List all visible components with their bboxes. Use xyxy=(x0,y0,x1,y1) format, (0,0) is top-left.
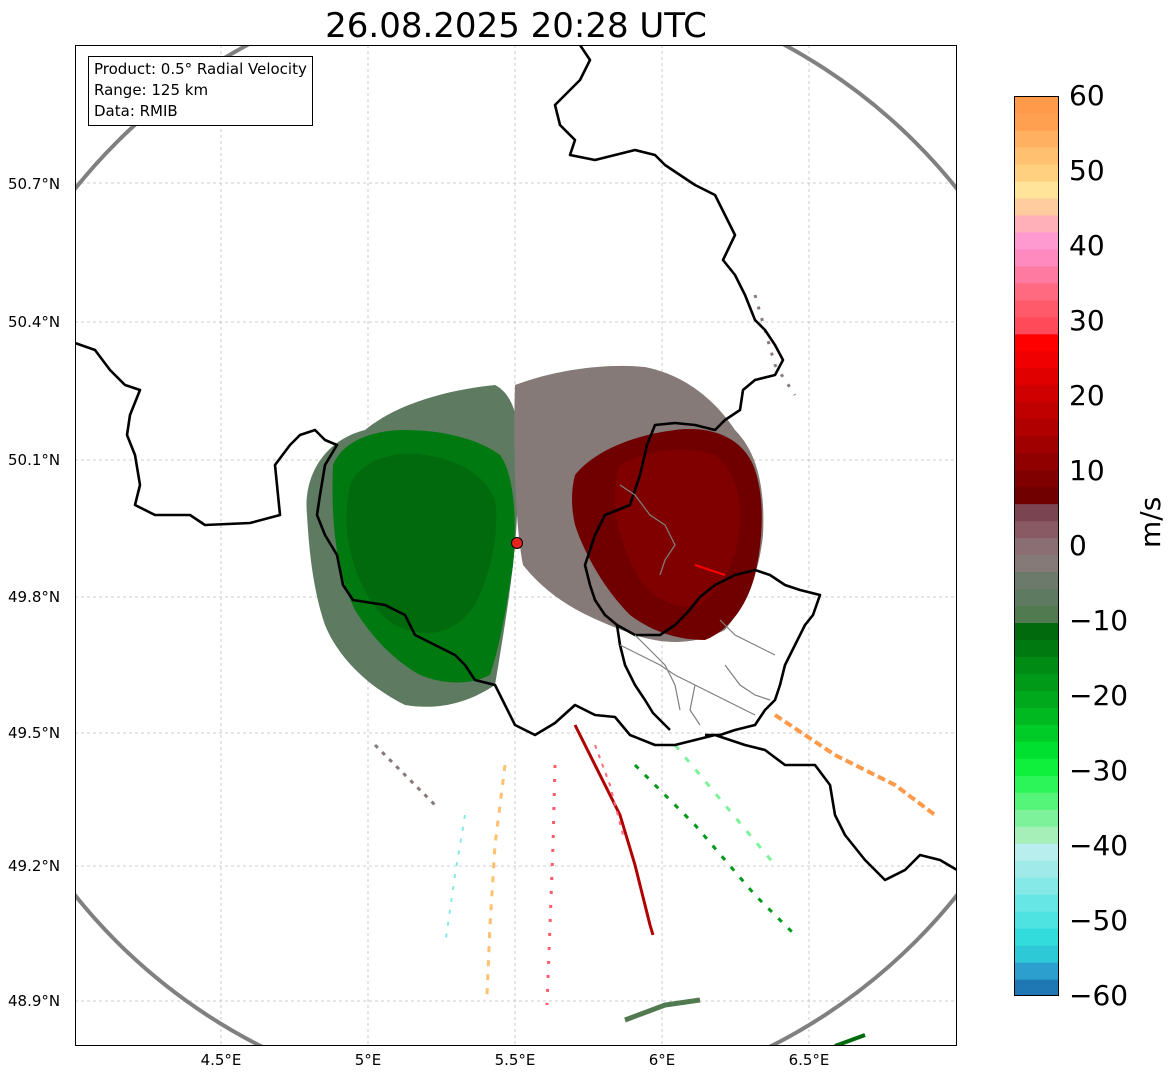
colorbar-segment xyxy=(1014,265,1059,284)
colorbar-segment xyxy=(1014,843,1059,861)
colorbar-segment xyxy=(1014,605,1059,624)
y-tick-label: 49.5°N xyxy=(8,724,61,742)
colorbar-segment xyxy=(1014,588,1059,607)
range-label: Range: 125 km xyxy=(94,81,209,99)
colorbar-segment xyxy=(1014,911,1059,929)
colorbar-segment xyxy=(1014,792,1059,810)
colorbar-segment xyxy=(1014,486,1059,505)
velocity-field xyxy=(306,294,937,1046)
colorbar-segment xyxy=(1014,163,1059,182)
colorbar-segment xyxy=(1014,741,1059,759)
colorbar-segment xyxy=(1014,962,1059,980)
colorbar-segment xyxy=(1014,350,1059,369)
x-tick-label: 4.5°E xyxy=(200,1051,242,1069)
colorbar-segment xyxy=(1014,945,1059,963)
x-tick-label: 5°E xyxy=(354,1051,382,1069)
colorbar-tick-label: 50 xyxy=(1069,154,1105,187)
x-tick-label: 5.5°E xyxy=(494,1051,536,1069)
colorbar-segment xyxy=(1014,146,1059,165)
colorbar-segment xyxy=(1014,775,1059,793)
colorbar-segment xyxy=(1014,384,1059,403)
colorbar-segment xyxy=(1014,231,1059,250)
colorbar-tick-label: −30 xyxy=(1069,754,1129,787)
x-tick-label: 6.5°E xyxy=(788,1051,830,1069)
colorbar-unit-label: m/s xyxy=(1134,496,1167,548)
colorbar-segment xyxy=(1014,316,1059,335)
colorbar-segment xyxy=(1014,452,1059,471)
colorbar-segment xyxy=(1014,299,1059,318)
colorbar-segment xyxy=(1014,367,1059,386)
colorbar-segment xyxy=(1014,520,1059,539)
colorbar-tick-label: 30 xyxy=(1069,304,1105,337)
colorbar-segment xyxy=(1014,622,1059,640)
colorbar-segment xyxy=(1014,724,1059,742)
colorbar-tick-label: 10 xyxy=(1069,454,1105,487)
colorbar-segment xyxy=(1014,96,1059,114)
radar-site-marker xyxy=(511,537,523,549)
colorbar-segment xyxy=(1014,928,1059,946)
colorbar-segment xyxy=(1014,860,1059,878)
colorbar-segment xyxy=(1014,469,1059,488)
colorbar-segment xyxy=(1014,656,1059,674)
colorbar-tick-label: −60 xyxy=(1069,979,1129,1012)
colorbar-segment xyxy=(1014,707,1059,725)
colorbar-segment xyxy=(1014,877,1059,895)
colorbar-segment xyxy=(1014,282,1059,301)
province-borders xyxy=(619,484,776,726)
echo-inbound-green-core xyxy=(346,453,497,634)
colorbar-segment xyxy=(1014,673,1059,691)
colorbar-segment xyxy=(1014,826,1059,844)
velocity-colorbar xyxy=(1014,96,1059,997)
echo-streaks xyxy=(373,294,937,1046)
colorbar-tick-label: −10 xyxy=(1069,604,1129,637)
colorbar-segment xyxy=(1014,894,1059,912)
colorbar-segment xyxy=(1014,571,1059,590)
map-title: 26.08.2025 20:28 UTC xyxy=(325,6,707,46)
y-tick-label: 50.7°N xyxy=(8,175,61,193)
colorbar-segment xyxy=(1014,690,1059,708)
product-label: Product: 0.5° Radial Velocity xyxy=(94,60,307,78)
colorbar-frame xyxy=(1014,96,1059,996)
colorbar-segment xyxy=(1014,248,1059,267)
product-info-box: Product: 0.5° Radial Velocity Range: 125… xyxy=(88,56,313,126)
radar-map xyxy=(75,45,957,1046)
y-tick-label: 50.4°N xyxy=(8,313,61,331)
colorbar-tick-label: −50 xyxy=(1069,904,1129,937)
colorbar-segment xyxy=(1014,639,1059,657)
colorbar-segment xyxy=(1014,197,1059,216)
y-tick-label: 50.1°N xyxy=(8,451,61,469)
colorbar-segment xyxy=(1014,979,1059,997)
echo-outbound-maroon-core xyxy=(615,449,740,607)
colorbar-segment xyxy=(1014,537,1059,556)
colorbar-segment xyxy=(1014,129,1059,148)
y-tick-label: 48.9°N xyxy=(8,992,61,1010)
colorbar-segment xyxy=(1014,809,1059,827)
colorbar-segment xyxy=(1014,418,1059,437)
colorbar-tick-label: 60 xyxy=(1069,79,1105,112)
colorbar-tick-label: 0 xyxy=(1069,529,1087,562)
colorbar-segment xyxy=(1014,180,1059,199)
colorbar-segment xyxy=(1014,758,1059,776)
colorbar-segment xyxy=(1014,112,1059,131)
y-tick-label: 49.8°N xyxy=(8,588,61,606)
data-source-label: Data: RMIB xyxy=(94,102,178,120)
colorbar-tick-label: 20 xyxy=(1069,379,1105,412)
colorbar-segment xyxy=(1014,554,1059,573)
colorbar-segment xyxy=(1014,401,1059,420)
colorbar-tick-label: 40 xyxy=(1069,229,1105,262)
colorbar-segment xyxy=(1014,214,1059,233)
country-borders xyxy=(75,45,957,882)
colorbar-tick-label: −40 xyxy=(1069,829,1129,862)
y-tick-label: 49.2°N xyxy=(8,857,61,875)
x-tick-label: 6°E xyxy=(648,1051,676,1069)
colorbar-segment xyxy=(1014,333,1059,352)
colorbar-tick-label: −20 xyxy=(1069,679,1129,712)
colorbar-segment xyxy=(1014,503,1059,522)
colorbar-segment xyxy=(1014,435,1059,454)
